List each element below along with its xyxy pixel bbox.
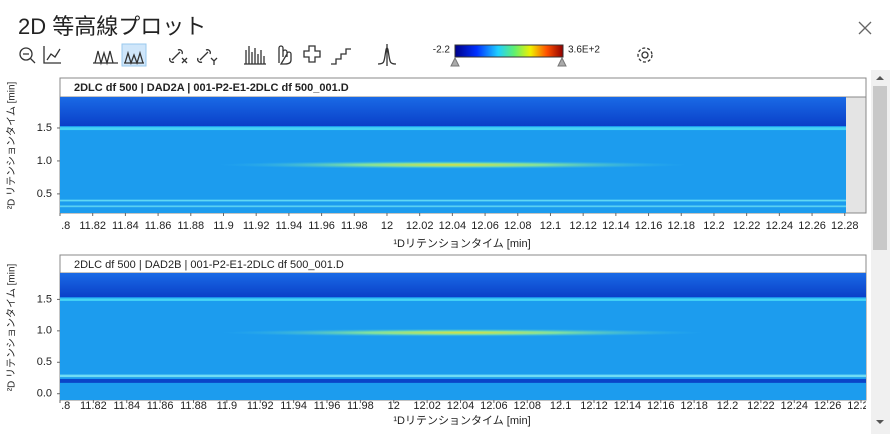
x-tick-label: 11.8 — [50, 400, 71, 412]
scrollbar[interactable] — [871, 70, 890, 434]
step[interactable] — [331, 48, 351, 65]
x-tick-labels: 11.8 11.82 11.84 11.86 11.88 11.9 11.92 11.94 11… — [50, 400, 866, 412]
heatmap-band — [60, 205, 846, 208]
x-tick-label: 12.02 — [413, 400, 441, 412]
window-title: 2D 等高線プロット — [18, 14, 206, 39]
link-x[interactable] — [169, 49, 188, 64]
x-tick-label: 12.04 — [439, 220, 467, 232]
x-tick-label: 11.98 — [341, 220, 368, 232]
x-tick-label: 11.92 — [247, 400, 274, 412]
x-tick-label: 12.06 — [471, 220, 499, 232]
x-tick-label: 11.88 — [177, 220, 204, 232]
x-axis-label: ¹Dリテンションタイム [min] — [393, 414, 530, 427]
y-tick-label: 0.0 — [37, 388, 52, 400]
link-y[interactable] — [197, 49, 218, 65]
y-tick-label: 1.0 — [37, 155, 52, 167]
x-tick-label: 12.22 — [733, 220, 761, 232]
peak[interactable] — [377, 44, 397, 66]
x-tick-label: 12 — [388, 400, 400, 412]
x-tick-label: 12.04 — [447, 400, 475, 412]
x-tick-label: 12.26 — [814, 400, 842, 412]
y-tick-label: 0.5 — [37, 188, 52, 200]
x-tick-label: 11.9 — [213, 220, 234, 232]
x-tick-label: 11.8 — [50, 220, 71, 232]
x-tick-label: 12.06 — [480, 400, 508, 412]
color-scale: -2.2 3.6E+2 — [433, 44, 600, 67]
heatmap-band — [60, 273, 866, 298]
heatmap-band — [60, 127, 846, 131]
x-tick-label: 11.9 — [217, 400, 238, 412]
x-tick-label: 12.16 — [635, 220, 663, 232]
heatmap-band — [60, 97, 846, 126]
x-tick-label: 11.92 — [243, 220, 270, 232]
x-axis-label: ¹Dリテンションタイム [min] — [393, 237, 530, 250]
x-tick-label: 12.16 — [647, 400, 675, 412]
axis-view[interactable] — [43, 46, 61, 64]
x-tick-label: 12.14 — [614, 400, 642, 412]
x-tick-label: 12.2 — [703, 220, 724, 232]
panel-title: 2DLC df 500 | DAD2B | 001-P2-E1-2DLC df … — [74, 259, 344, 271]
y-tick-label: 1.0 — [37, 325, 52, 337]
x-tick-label: 12.22 — [747, 400, 775, 412]
x-tick-label: 11.94 — [280, 400, 307, 412]
x-tick-label: 11.84 — [112, 220, 139, 232]
x-tick-label: 12.18 — [680, 400, 708, 412]
x-tick-label: 12.02 — [406, 220, 434, 232]
x-tick-label: 12.18 — [667, 220, 695, 232]
zoom-out[interactable] — [19, 47, 36, 64]
y-axis-label: ²D リテンションタイム [min] — [6, 81, 18, 209]
heatmap-band — [60, 298, 866, 301]
x-tick-label: 11.84 — [113, 400, 140, 412]
x-tick-label: 12 — [381, 220, 393, 232]
color-bar — [454, 44, 564, 58]
heatmap-band — [60, 374, 866, 378]
x-tick-label: 12.12 — [569, 220, 597, 232]
x-tick-label: 11.98 — [347, 400, 374, 412]
x-tick-label: 11.82 — [80, 400, 107, 412]
histogram[interactable] — [244, 46, 266, 65]
x-tick-label: 11.86 — [147, 400, 174, 412]
x-tick-label: 12.1 — [550, 400, 571, 412]
x-tick-label: 12.26 — [798, 220, 826, 232]
x-tick-label: 12.08 — [504, 220, 532, 232]
y-tick-label: 0.5 — [37, 356, 52, 368]
panel-title: 2DLC df 500 | DAD2A | 001-P2-E1-2DLC df … — [74, 82, 349, 94]
x-tick-label: 12.1 — [540, 220, 561, 232]
color-handles[interactable] — [450, 56, 567, 67]
x-tick-label: 11.88 — [180, 400, 207, 412]
heatmap-peak — [221, 328, 705, 337]
heatmap-band — [60, 199, 846, 202]
x-tick-label: 12.28 — [831, 220, 859, 232]
pan[interactable] — [278, 45, 292, 65]
settings[interactable] — [637, 47, 653, 63]
x-tick-label: 11.86 — [145, 220, 172, 232]
y-axis-label: ²D リテンションタイム [min] — [6, 263, 18, 391]
heatmap-band — [60, 379, 866, 383]
color-min: -2.2 — [433, 45, 451, 56]
x-tick-labels: 11.8 11.82 11.84 11.86 11.88 11.9 11.92 11.94 11… — [50, 220, 859, 232]
heatmap-peak — [217, 160, 689, 169]
y-tick-label: 1.5 — [37, 293, 52, 305]
x-tick-label: 12.12 — [580, 400, 608, 412]
crosshair[interactable] — [303, 45, 321, 63]
contour-view — [124, 50, 144, 66]
peaks-view[interactable] — [93, 50, 118, 66]
close-button[interactable] — [858, 21, 872, 35]
toolbar — [19, 43, 653, 67]
x-tick-label: 11.94 — [276, 220, 303, 232]
y-tick-label: 1.5 — [37, 122, 52, 134]
x-tick-label: 12.2 — [717, 400, 738, 412]
x-tick-label: 11.96 — [308, 220, 335, 232]
x-tick-label: 12.08 — [513, 400, 541, 412]
x-tick-label: 11.82 — [79, 220, 106, 232]
x-tick-label: 11.96 — [314, 400, 341, 412]
color-max: 3.6E+2 — [568, 45, 600, 56]
x-tick-label: 12.14 — [602, 220, 630, 232]
x-tick-label: 12.24 — [780, 400, 808, 412]
x-tick-label: 12.24 — [766, 220, 794, 232]
